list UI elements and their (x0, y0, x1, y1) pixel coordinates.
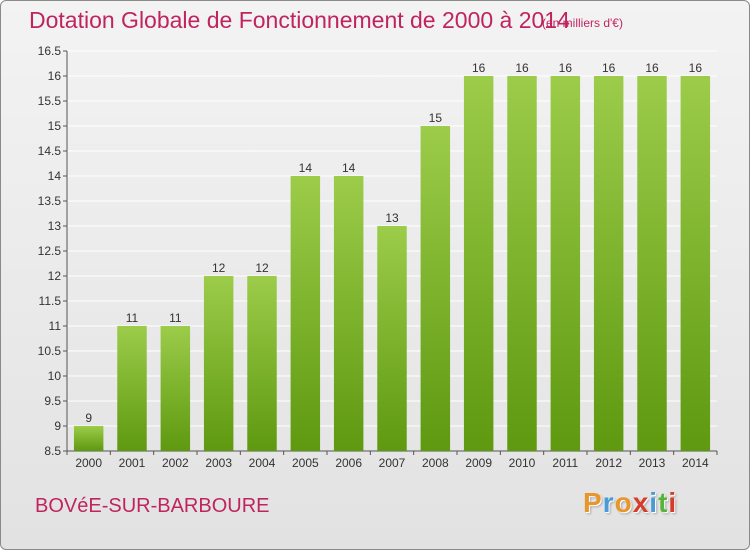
y-tick-label: 16.5 (38, 44, 62, 58)
chart-title: Dotation Globale de Fonctionnement de 20… (29, 7, 570, 33)
bar-2011 (550, 76, 581, 451)
y-tick-label: 14 (48, 169, 62, 183)
y-tick-label: 15.5 (38, 94, 62, 108)
bar-2014 (680, 76, 711, 451)
y-tick-label: 14.5 (38, 144, 62, 158)
bar-2013 (637, 76, 667, 451)
y-tick-label: 12.5 (38, 244, 62, 258)
x-tick-label: 2004 (249, 456, 276, 470)
logo-letter: x (632, 487, 650, 518)
y-tick-labels: 8.5 9 9.5 10 10.5 11 11.5 12 12.5 13 13.5 14 14.5 15 1… (38, 44, 62, 458)
bar-2006 (333, 176, 364, 451)
bar-2007 (377, 226, 407, 451)
bar-2000 (73, 426, 104, 451)
town-name: BOVéE-SUR-BARBOURE (35, 495, 270, 517)
data-label: 13 (385, 211, 399, 225)
logo-letter: o (614, 487, 633, 518)
data-label: 16 (515, 61, 529, 75)
data-label: 16 (645, 61, 659, 75)
data-label: 9 (85, 411, 92, 425)
y-tick-label: 11.5 (39, 294, 62, 308)
data-label: 16 (602, 61, 616, 75)
data-label: 12 (255, 261, 269, 275)
x-tick-label: 2012 (595, 456, 622, 470)
x-tick-label: 2005 (292, 456, 319, 470)
x-tick-labels: 2000 2001 2002 2003 2004 2005 2006 2007 2008 2009… (66, 451, 718, 470)
bar-2002 (160, 326, 191, 451)
data-label: 11 (126, 311, 139, 325)
chart-subtitle: (en milliers d'€) (542, 16, 623, 30)
bar-2010 (507, 76, 537, 451)
bar-2012 (593, 76, 624, 451)
data-label: 11 (169, 311, 182, 325)
x-tick-label: 2000 (75, 456, 102, 470)
x-tick-label: 2008 (422, 456, 449, 470)
bar-2001 (117, 326, 147, 451)
y-tick-label: 13.5 (38, 194, 62, 208)
x-tick-label: 2013 (639, 456, 666, 470)
bar-2009 (463, 76, 494, 451)
data-label: 16 (559, 61, 573, 75)
x-tick-label: 2001 (119, 456, 146, 470)
bar-2003 (203, 276, 234, 451)
bars (73, 76, 711, 451)
data-label: 15 (429, 111, 443, 125)
y-tick-label: 13 (48, 219, 62, 233)
x-tick-label: 2014 (682, 456, 709, 470)
x-tick-label: 2003 (205, 456, 232, 470)
data-label: 14 (299, 161, 313, 175)
logo-letter: t (658, 487, 669, 518)
bar-2004 (247, 276, 277, 451)
data-label: 16 (472, 61, 486, 75)
x-tick-label: 2007 (379, 456, 406, 470)
proxiti-logo[interactable]: Proxiti (583, 487, 677, 519)
x-tick-label: 2010 (509, 456, 536, 470)
data-labels: 9 11 11 12 12 14 14 13 15 16 16 16 16 16 16 (85, 61, 702, 425)
y-tick-label: 9 (54, 419, 61, 433)
y-tick-label: 9.5 (44, 394, 61, 408)
y-tick-label: 10 (48, 369, 62, 383)
data-label: 14 (342, 161, 356, 175)
bar-2005 (290, 176, 321, 451)
x-tick-label: 2002 (162, 456, 189, 470)
y-tick-label: 8.5 (44, 444, 61, 458)
y-tick-label: 11 (49, 319, 62, 333)
logo-letter: P (583, 487, 603, 518)
logo-letter: i (649, 487, 659, 518)
logo-letter: i (668, 487, 678, 518)
y-tick-label: 16 (48, 69, 62, 83)
x-tick-label: 2006 (335, 456, 362, 470)
bar-2008 (420, 126, 451, 451)
data-label: 12 (212, 261, 226, 275)
y-tick-label: 10.5 (38, 344, 62, 358)
x-tick-label: 2011 (552, 456, 578, 470)
logo-letter: r (602, 487, 615, 518)
x-tick-label: 2009 (465, 456, 492, 470)
y-tick-label: 12 (48, 269, 62, 283)
data-label: 16 (689, 61, 703, 75)
y-tick-label: 15 (48, 119, 62, 133)
